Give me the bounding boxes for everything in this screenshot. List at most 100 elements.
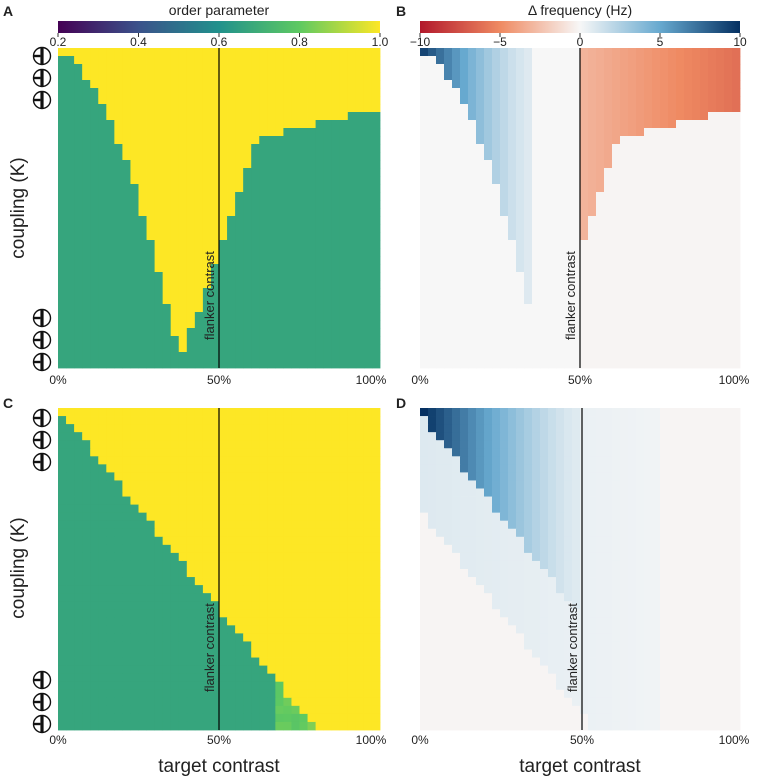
heatmap-cell	[371, 224, 381, 233]
heatmap-cell	[355, 304, 365, 313]
heatmap-cell	[259, 120, 268, 129]
heatmap-cell	[106, 657, 115, 666]
heatmap-cell	[291, 721, 300, 731]
heatmap-cell	[500, 176, 509, 185]
heatmap-cell	[371, 536, 381, 546]
heatmap-cell	[243, 296, 252, 305]
heatmap-cell	[716, 288, 725, 297]
heatmap-cell	[186, 681, 196, 691]
heatmap-cell	[564, 256, 573, 265]
heatmap-cell	[170, 104, 180, 113]
heatmap-cell	[82, 264, 91, 273]
heatmap-cell	[114, 128, 123, 137]
heatmap-cell	[371, 192, 381, 201]
heatmap-cell	[652, 56, 661, 65]
heatmap-cell	[114, 697, 123, 707]
heatmap-cell	[676, 344, 685, 353]
heatmap-cell	[202, 408, 212, 417]
heatmap-cell	[556, 328, 565, 337]
heatmap-cell	[106, 64, 115, 73]
heatmap-cell	[58, 697, 67, 707]
heatmap-cell	[283, 697, 292, 707]
heatmap-cell	[178, 464, 188, 473]
heatmap-cell	[251, 721, 260, 731]
heatmap-cell	[243, 256, 252, 265]
heatmap-cell	[210, 512, 220, 522]
heatmap-cell	[315, 312, 325, 321]
heatmap-cell	[66, 585, 75, 594]
heatmap-cell	[371, 641, 381, 650]
heatmap-cell	[500, 152, 509, 161]
heatmap-cell	[210, 80, 220, 89]
heatmap-cell	[444, 440, 453, 449]
heatmap-cell	[219, 72, 228, 81]
heatmap-cell	[275, 336, 284, 345]
heatmap-cell	[540, 200, 549, 209]
heatmap-cell	[186, 160, 196, 169]
heatmap-cell	[596, 128, 605, 137]
heatmap-cell	[620, 56, 629, 65]
heatmap-cell	[620, 312, 629, 321]
heatmap-cell	[210, 649, 220, 658]
heatmap-cell	[556, 80, 565, 89]
heatmap-cell	[186, 721, 196, 731]
heatmap-cell	[339, 504, 349, 514]
heatmap-cell	[178, 64, 188, 73]
heatmap-cell	[275, 593, 284, 602]
heatmap-cell	[251, 641, 260, 650]
heatmap-cell	[98, 504, 107, 514]
heatmap-cell	[267, 689, 276, 699]
heatmap-cell	[170, 184, 180, 193]
heatmap-cell	[331, 440, 341, 449]
heatmap-cell	[355, 641, 365, 650]
heatmap-cell	[652, 152, 661, 161]
heatmap-cell	[227, 464, 236, 473]
heatmap-cell	[210, 240, 220, 249]
heatmap-cell	[259, 328, 268, 337]
heatmap-cell	[684, 80, 693, 89]
heatmap-cell	[508, 272, 517, 281]
heatmap-cell	[339, 80, 349, 89]
heatmap-cell	[291, 256, 300, 265]
heatmap-cell	[307, 216, 316, 225]
heatmap-cell	[178, 176, 188, 185]
heatmap-cell	[146, 432, 155, 441]
heatmap-cell	[251, 216, 260, 225]
heatmap-cell	[291, 609, 300, 618]
heatmap-cell	[186, 136, 196, 145]
heatmap-cell	[299, 112, 308, 121]
heatmap-cell	[420, 88, 429, 97]
heatmap-cell	[186, 617, 196, 626]
heatmap-cell	[154, 72, 164, 81]
heatmap-cell	[307, 104, 316, 113]
heatmap-cell	[243, 512, 252, 522]
heatmap-cell	[210, 665, 220, 675]
heatmap-cell	[580, 424, 589, 433]
heatmap-cell	[130, 552, 139, 562]
heatmap-cell	[202, 456, 212, 465]
heatmap-cell	[492, 240, 501, 249]
heatmap-cell	[170, 593, 180, 602]
heatmap-cell	[724, 96, 733, 105]
heatmap-cell	[524, 280, 533, 289]
heatmap-cell	[588, 128, 597, 137]
heatmap-cell	[170, 224, 180, 233]
heatmap-cell	[339, 512, 349, 522]
heatmap-cell	[146, 560, 155, 570]
heatmap-cell	[452, 304, 461, 313]
heatmap-cell	[676, 56, 685, 65]
heatmap-cell	[716, 232, 725, 241]
heatmap-cell	[202, 416, 212, 425]
heatmap-cell	[331, 272, 341, 281]
heatmap-cell	[572, 208, 581, 217]
heatmap-cell	[652, 256, 661, 265]
heatmap-cell	[138, 528, 147, 538]
heatmap-cell	[572, 64, 581, 73]
heatmap-cell	[243, 569, 252, 578]
heatmap-cell	[644, 344, 653, 353]
heatmap-cell	[331, 168, 341, 177]
heatmap-cell	[98, 697, 107, 707]
heatmap-cell	[580, 416, 589, 425]
heatmap-cell	[299, 416, 308, 425]
heatmap-cell	[612, 136, 621, 145]
